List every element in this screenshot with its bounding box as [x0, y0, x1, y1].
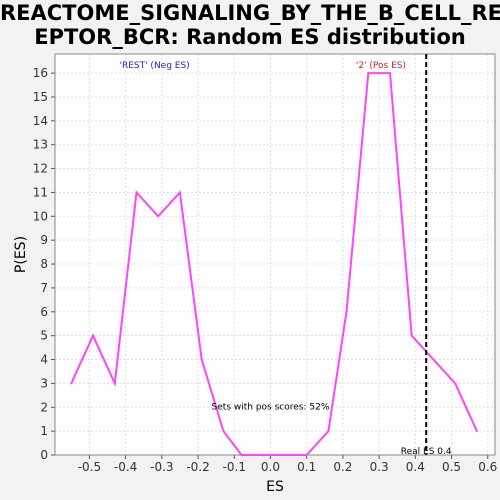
series-layer: [70, 54, 478, 456]
data-point: [92, 334, 95, 337]
x-tick-label: -0.3: [150, 460, 173, 474]
data-point: [262, 454, 265, 456]
y-tick-label: 3: [40, 376, 48, 390]
x-tick-label: -0.5: [78, 460, 101, 474]
neg-es-label: 'REST' (Neg ES): [119, 61, 189, 71]
sets-pos-scores-label: Sets with pos scores: 52%: [212, 403, 330, 413]
data-point: [222, 430, 225, 433]
x-tick-label: -0.4: [114, 460, 137, 474]
data-point: [432, 358, 435, 361]
x-tick-label: 0.4: [406, 460, 425, 474]
y-tick-label: 4: [40, 353, 48, 367]
y-tick-label: 0: [40, 448, 48, 462]
data-point: [200, 358, 203, 361]
y-tick-label: 8: [40, 257, 48, 271]
y-tick-label: 14: [33, 114, 48, 128]
data-point: [178, 191, 181, 194]
data-point: [240, 454, 243, 456]
y-tick-label: 1: [40, 424, 48, 438]
y-axis-title: P(ES): [13, 236, 29, 273]
data-point: [113, 382, 116, 385]
data-point: [345, 310, 348, 313]
data-point: [135, 191, 138, 194]
data-point: [475, 430, 478, 433]
es-distribution-line: [70, 72, 478, 456]
y-tick-label: 11: [33, 185, 48, 199]
data-point: [70, 382, 73, 385]
data-point: [367, 72, 370, 75]
y-tick-label: 16: [33, 66, 48, 80]
y-tick-label: 2: [40, 400, 48, 414]
x-tick-label: 0.3: [370, 460, 389, 474]
data-point: [305, 454, 308, 456]
gridlines: [55, 54, 495, 456]
real-es-label: Real ES 0.4: [401, 447, 452, 457]
data-point: [388, 72, 391, 75]
y-tick-label: 7: [40, 281, 48, 295]
x-tick-label: -0.2: [186, 460, 209, 474]
x-tick-label: 0.2: [333, 460, 352, 474]
x-tick-label: -0.1: [223, 460, 246, 474]
data-point: [157, 215, 160, 218]
y-tick-label: 15: [33, 90, 48, 104]
y-tick-label: 6: [40, 305, 48, 319]
plot-area: [55, 54, 495, 455]
y-tick-label: 13: [33, 138, 48, 152]
y-tick-label: 5: [40, 329, 48, 343]
x-tick-label: 0.6: [478, 460, 497, 474]
data-point: [410, 334, 413, 337]
chart-title: REACTOME_SIGNALING_BY_THE_B_CELL_REC EPT…: [0, 1, 500, 49]
annotations: 'REST' (Neg ES) '2' (Pos ES) Sets with p…: [119, 61, 451, 457]
x-axis-title: ES: [266, 479, 284, 495]
pos-es-label: '2' (Pos ES): [356, 61, 406, 71]
y-tick-label: 10: [33, 209, 48, 223]
x-tick-label: 0.0: [261, 460, 280, 474]
x-tick-label: 0.5: [442, 460, 461, 474]
data-point: [454, 382, 457, 385]
x-tick-label: 0.1: [297, 460, 316, 474]
y-tick-label: 9: [40, 233, 48, 247]
data-point: [283, 454, 286, 456]
y-tick-label: 12: [33, 162, 48, 176]
data-point: [327, 430, 330, 433]
